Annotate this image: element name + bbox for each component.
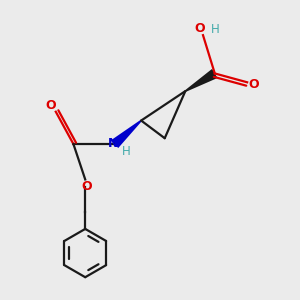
Text: O: O xyxy=(81,180,92,193)
Polygon shape xyxy=(185,69,218,92)
Text: H: H xyxy=(210,23,219,36)
Text: O: O xyxy=(194,22,205,35)
Polygon shape xyxy=(111,120,142,148)
Text: O: O xyxy=(248,78,259,91)
Text: O: O xyxy=(45,99,56,112)
Text: H: H xyxy=(122,145,130,158)
Text: N: N xyxy=(108,137,119,150)
